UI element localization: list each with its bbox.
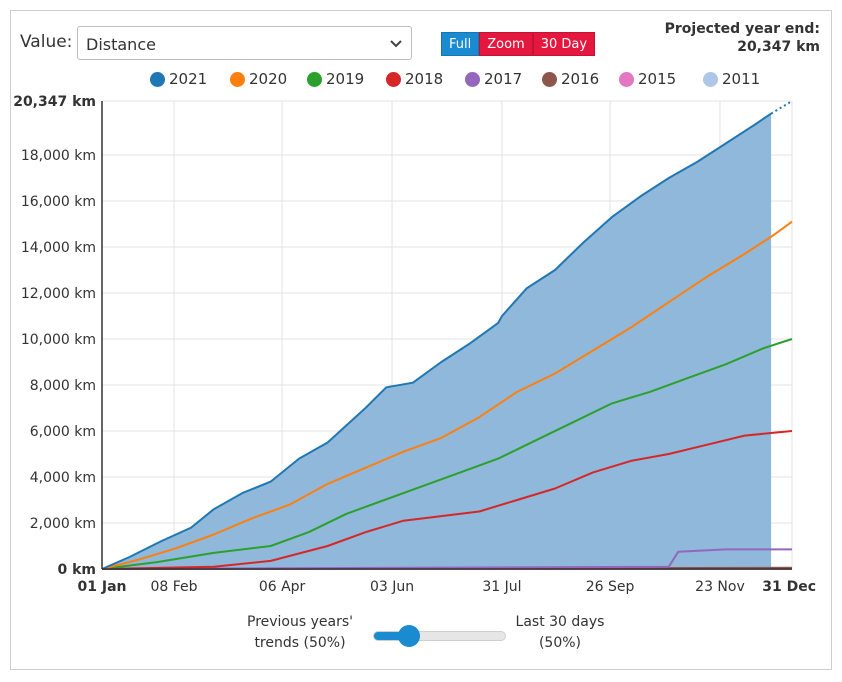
- x-tick-label: 31 Dec: [762, 579, 816, 595]
- zoom-button[interactable]: Zoom: [479, 32, 533, 56]
- legend-label: 2011: [722, 70, 761, 88]
- slider-right-line2: (50%): [538, 635, 582, 651]
- legend-item-2020[interactable]: 2020: [230, 70, 287, 88]
- slider-left-caption: Previous years' trends (50%): [230, 612, 370, 654]
- legend-dot-icon: [150, 71, 165, 87]
- legend-label: 2017: [484, 70, 523, 88]
- projection-value: 20,347 km: [737, 39, 820, 55]
- y-tick-label: 18,000 km: [21, 148, 96, 164]
- x-tick-label: 06 Apr: [259, 579, 306, 595]
- legend-dot-icon: [465, 71, 480, 87]
- y-tick-label: 20,347 km: [13, 94, 96, 110]
- series-line-2020: [101, 220, 793, 570]
- slider-fill: [374, 632, 410, 640]
- slider-right-line1: Last 30 days: [515, 614, 605, 630]
- value-label: Value:: [20, 32, 73, 52]
- series-projection-2021: [770, 100, 793, 115]
- legend-item-2011[interactable]: 2011: [703, 70, 760, 88]
- series-line-2018: [101, 430, 793, 570]
- series-line-2017: [101, 548, 792, 570]
- trend-slider-control: Previous years' trends (50%) Last 30 day…: [230, 610, 630, 660]
- y-tick-label: 12,000 km: [21, 286, 96, 302]
- series-area-2021: [102, 113, 772, 569]
- x-tick-label: 26 Sep: [586, 579, 635, 595]
- 30-day-button[interactable]: 30 Day: [532, 32, 596, 56]
- projection-title: Projected year end:: [664, 21, 820, 37]
- y-tick-label: 14,000 km: [21, 240, 96, 256]
- legend-dot-icon: [230, 71, 245, 87]
- value-select-text: Distance: [86, 35, 156, 54]
- x-tick-label: 23 Nov: [695, 579, 745, 595]
- y-tick-label: 16,000 km: [21, 194, 96, 210]
- full-button[interactable]: Full: [441, 32, 480, 56]
- x-tick-label: 08 Feb: [151, 579, 198, 595]
- x-tick-label: 31 Jul: [482, 579, 521, 595]
- legend-label: 2016: [561, 70, 600, 88]
- y-tick-label: 6,000 km: [30, 424, 96, 440]
- chart-plot: 0 km 2,000 km 4,000 km 6,000 km 8,000 km 10,0…: [13, 94, 816, 595]
- legend-item-2019[interactable]: 2019: [307, 70, 364, 88]
- legend-label: 2020: [249, 70, 288, 88]
- legend-dot-icon: [542, 71, 557, 87]
- legend-item-2017[interactable]: 2017: [465, 70, 522, 88]
- slider-track[interactable]: [373, 631, 506, 641]
- legend-item-2021[interactable]: 2021: [150, 70, 207, 88]
- legend-dot-icon: [386, 71, 401, 87]
- x-tick-label: 03 Jun: [370, 579, 414, 595]
- legend-item-2016[interactable]: 2016: [542, 70, 599, 88]
- slider-left-line2: trends (50%): [254, 635, 346, 651]
- y-tick-label: 4,000 km: [30, 470, 96, 486]
- chevron-down-icon: [389, 36, 403, 55]
- legend-label: 2018: [405, 70, 444, 88]
- legend-label: 2015: [638, 70, 677, 88]
- legend-label: 2019: [326, 70, 365, 88]
- slider-right-caption: Last 30 days (50%): [505, 612, 615, 654]
- series-line-2021: [101, 112, 772, 570]
- projection-readout: Projected year end: 20,347 km: [665, 20, 820, 56]
- range-button-group: Full Zoom 30 Day: [441, 32, 596, 56]
- y-tick-label: 0 km: [57, 562, 96, 578]
- y-tick-label: 10,000 km: [21, 332, 96, 348]
- slider-thumb[interactable]: [397, 625, 420, 647]
- legend-label: 2021: [169, 70, 208, 88]
- slider-left-line1: Previous years': [247, 614, 353, 630]
- x-tick-label: 01 Jan: [78, 579, 127, 595]
- legend-item-2018[interactable]: 2018: [386, 70, 443, 88]
- y-tick-label: 8,000 km: [30, 378, 96, 394]
- legend-dot-icon: [307, 71, 322, 87]
- y-tick-label: 2,000 km: [30, 516, 96, 532]
- series-line-2019: [101, 338, 793, 570]
- legend-dot-icon: [703, 71, 718, 87]
- legend-dot-icon: [619, 71, 634, 87]
- value-select[interactable]: Distance: [77, 26, 412, 60]
- legend-item-2015[interactable]: 2015: [619, 70, 676, 88]
